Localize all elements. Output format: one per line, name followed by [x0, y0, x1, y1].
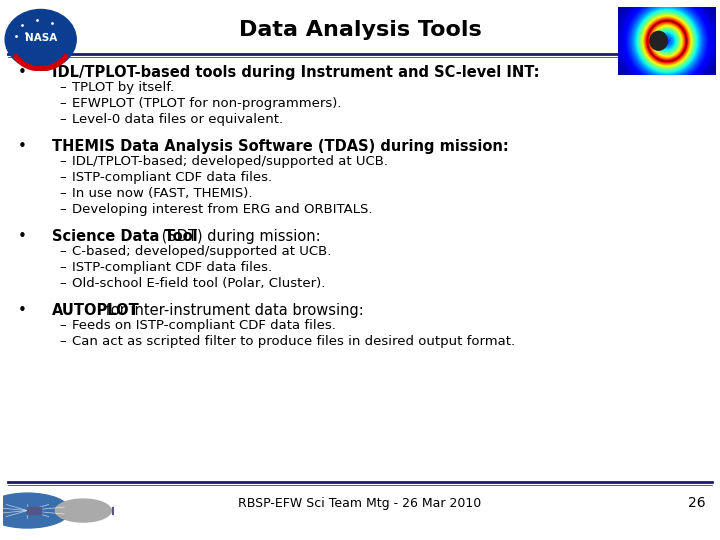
Text: Science Data Tool: Science Data Tool [52, 229, 197, 244]
Text: –: – [59, 81, 66, 94]
Circle shape [5, 10, 76, 69]
Ellipse shape [650, 31, 667, 50]
Text: NASA: NASA [24, 33, 57, 43]
Text: •: • [18, 229, 27, 244]
Text: Can act as scripted filter to produce files in desired output format.: Can act as scripted filter to produce fi… [72, 335, 515, 348]
Text: •: • [18, 139, 27, 154]
Text: –: – [59, 319, 66, 332]
Text: TPLOT by itself.: TPLOT by itself. [72, 81, 174, 94]
Text: Developing interest from ERG and ORBITALS.: Developing interest from ERG and ORBITAL… [72, 203, 372, 216]
Text: –: – [59, 187, 66, 200]
Text: –: – [59, 203, 66, 216]
Text: –: – [59, 113, 66, 126]
Text: •: • [18, 65, 27, 80]
Text: Feeds on ISTP-compliant CDF data files.: Feeds on ISTP-compliant CDF data files. [72, 319, 336, 332]
Text: 26: 26 [688, 496, 706, 510]
Text: (SDT) during mission:: (SDT) during mission: [157, 229, 321, 244]
Text: EFWPLOT (TPLOT for non-programmers).: EFWPLOT (TPLOT for non-programmers). [72, 97, 341, 110]
Text: –: – [59, 261, 66, 274]
Text: –: – [59, 171, 66, 184]
Text: –: – [59, 97, 66, 110]
Text: Level-0 data files or equivalent.: Level-0 data files or equivalent. [72, 113, 283, 126]
Text: ISTP-compliant CDF data files.: ISTP-compliant CDF data files. [72, 171, 272, 184]
Text: Data Analysis Tools: Data Analysis Tools [238, 20, 482, 40]
Text: for inter-instrument data browsing:: for inter-instrument data browsing: [102, 303, 364, 318]
Text: Old-school E-field tool (Polar, Cluster).: Old-school E-field tool (Polar, Cluster)… [72, 277, 325, 290]
Text: –: – [59, 155, 66, 168]
Bar [27, 507, 41, 514]
Text: IDL/TPLOT-based tools during Instrument and SC-level INT:: IDL/TPLOT-based tools during Instrument … [52, 65, 539, 80]
Text: ISTP-compliant CDF data files.: ISTP-compliant CDF data files. [72, 261, 272, 274]
Text: RBSP-EFW Sci Team Mtg - 26 Mar 2010: RBSP-EFW Sci Team Mtg - 26 Mar 2010 [238, 496, 482, 510]
Text: –: – [59, 277, 66, 290]
Bar [112, 507, 126, 514]
Text: IDL/TPLOT-based; developed/supported at UCB.: IDL/TPLOT-based; developed/supported at … [72, 155, 388, 168]
Text: –: – [59, 245, 66, 258]
Circle shape [55, 499, 111, 522]
Text: –: – [59, 335, 66, 348]
Text: AUTOPLOT: AUTOPLOT [52, 303, 140, 318]
Text: C-based; developed/supported at UCB.: C-based; developed/supported at UCB. [72, 245, 331, 258]
Text: •: • [18, 303, 27, 318]
Circle shape [0, 493, 70, 528]
Text: THEMIS Data Analysis Software (TDAS) during mission:: THEMIS Data Analysis Software (TDAS) dur… [52, 139, 508, 154]
Text: In use now (FAST, THEMIS).: In use now (FAST, THEMIS). [72, 187, 253, 200]
